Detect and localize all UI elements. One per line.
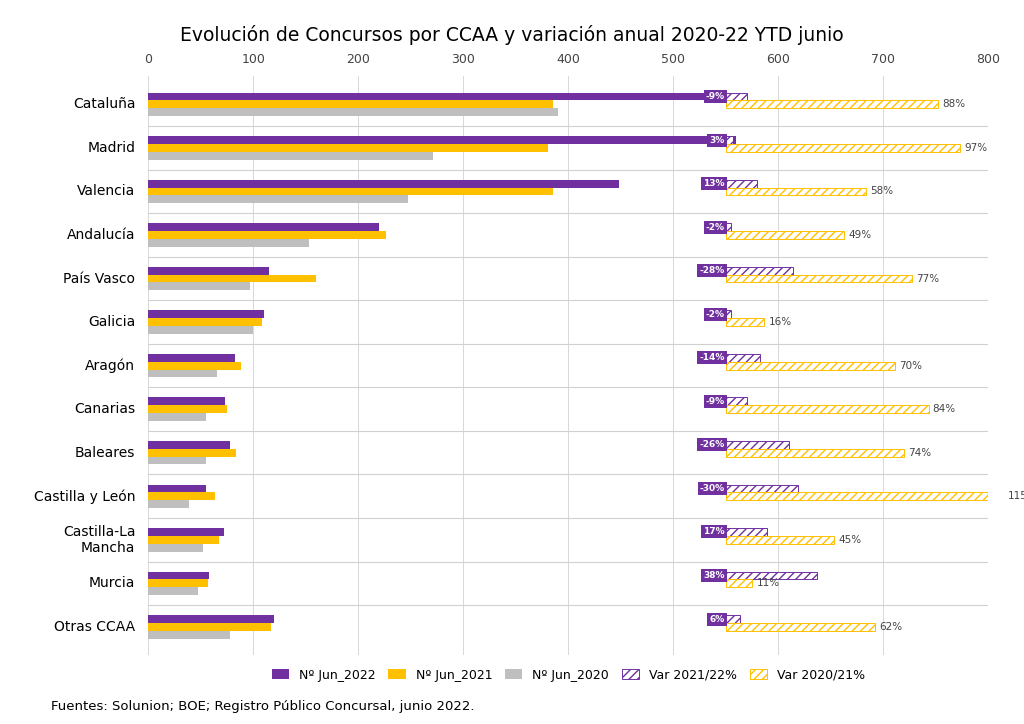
Bar	[726, 449, 904, 457]
Bar	[148, 109, 558, 116]
Bar	[148, 188, 553, 195]
Bar	[726, 536, 835, 544]
Text: 62%: 62%	[880, 622, 903, 632]
Text: 58%: 58%	[870, 186, 893, 196]
Text: -14%: -14%	[699, 353, 725, 362]
Bar	[726, 354, 760, 362]
Text: 3%: 3%	[710, 135, 725, 145]
Bar	[148, 492, 215, 500]
Bar	[726, 441, 788, 449]
Bar	[726, 572, 817, 579]
Text: 115%: 115%	[1008, 492, 1024, 501]
Bar	[726, 623, 876, 631]
Bar	[148, 397, 225, 405]
Bar	[726, 492, 1004, 500]
Bar	[726, 528, 767, 536]
Text: -28%: -28%	[699, 266, 725, 275]
Bar	[148, 500, 189, 508]
Text: 45%: 45%	[839, 535, 862, 545]
Bar	[726, 136, 733, 144]
Bar	[148, 274, 316, 282]
Bar	[726, 266, 794, 274]
Bar	[148, 615, 274, 623]
Bar	[148, 311, 264, 318]
Bar	[148, 572, 209, 579]
Text: 13%: 13%	[703, 179, 725, 188]
Bar	[148, 239, 309, 247]
Legend: Nº Jun_2022, Nº Jun_2021, Nº Jun_2020, Var 2021/22%, Var 2020/21%: Nº Jun_2022, Nº Jun_2021, Nº Jun_2020, V…	[266, 664, 870, 686]
Text: 97%: 97%	[965, 143, 987, 153]
Text: Fuentes: Solunion; BOE; Registro Público Concursal, junio 2022.: Fuentes: Solunion; BOE; Registro Público…	[51, 700, 475, 713]
Text: 16%: 16%	[769, 317, 792, 327]
Bar	[148, 326, 253, 334]
Bar	[148, 180, 618, 188]
Bar	[148, 354, 234, 362]
Bar	[148, 587, 198, 595]
Bar	[148, 484, 206, 492]
Bar	[726, 274, 911, 282]
Text: -9%: -9%	[706, 397, 725, 406]
Bar	[148, 266, 269, 274]
Text: 11%: 11%	[757, 578, 779, 589]
Bar	[726, 397, 748, 405]
Bar	[726, 579, 753, 587]
Text: -2%: -2%	[706, 223, 725, 232]
Bar	[148, 101, 553, 109]
Bar	[148, 195, 408, 203]
Text: 77%: 77%	[915, 274, 939, 284]
Text: -30%: -30%	[699, 484, 725, 493]
Text: Evolución de Concursos por CCAA y variación anual 2020-22 YTD junio: Evolución de Concursos por CCAA y variac…	[180, 25, 844, 46]
Text: 38%: 38%	[703, 571, 725, 580]
Text: 74%: 74%	[908, 447, 932, 458]
Bar	[148, 413, 206, 421]
Bar	[148, 544, 203, 552]
Bar	[726, 93, 748, 101]
Bar	[148, 144, 549, 152]
Bar	[148, 579, 208, 587]
Bar	[726, 188, 865, 195]
Bar	[148, 441, 230, 449]
Bar	[148, 449, 236, 457]
Bar	[726, 615, 740, 623]
Text: 49%: 49%	[848, 230, 871, 240]
Bar	[726, 311, 730, 318]
Bar	[148, 623, 271, 631]
Bar	[148, 136, 736, 144]
Text: 6%: 6%	[710, 615, 725, 623]
Bar	[726, 180, 757, 188]
Bar	[726, 144, 959, 152]
Text: -26%: -26%	[699, 440, 725, 450]
Bar	[726, 362, 895, 369]
Bar	[148, 231, 386, 239]
Text: -2%: -2%	[706, 310, 725, 319]
Bar	[726, 231, 844, 239]
Bar	[148, 152, 433, 159]
Text: 17%: 17%	[703, 528, 725, 536]
Text: -9%: -9%	[706, 92, 725, 101]
Bar	[148, 536, 219, 544]
Bar	[726, 223, 730, 231]
Bar	[726, 484, 798, 492]
Bar	[148, 405, 227, 413]
Bar	[726, 405, 929, 413]
Bar	[726, 101, 938, 109]
Bar	[148, 369, 217, 377]
Text: 84%: 84%	[933, 404, 955, 414]
Bar	[148, 318, 262, 326]
Bar	[148, 631, 230, 639]
Bar	[148, 223, 379, 231]
Bar	[148, 362, 241, 369]
Text: 70%: 70%	[899, 361, 922, 371]
Bar	[148, 282, 250, 290]
Text: 88%: 88%	[942, 99, 966, 109]
Bar	[148, 528, 224, 536]
Bar	[726, 318, 764, 326]
Bar	[148, 93, 733, 101]
Bar	[148, 457, 206, 465]
